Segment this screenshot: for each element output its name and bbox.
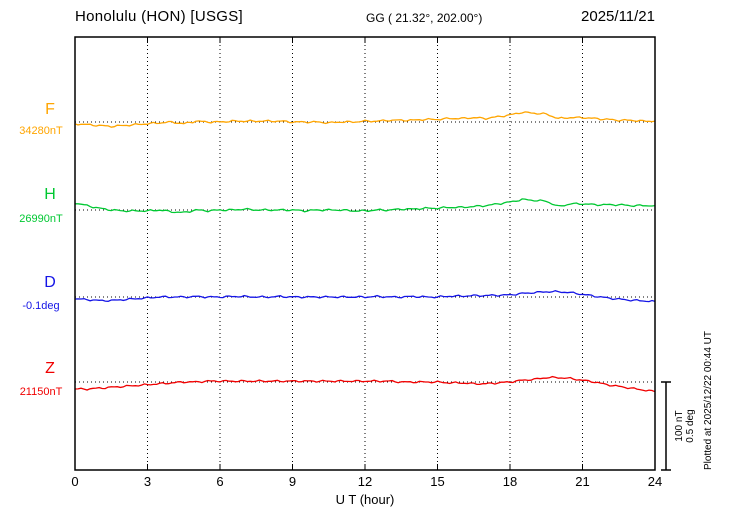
x-tick-label: 9	[288, 474, 297, 489]
trace-baseline-value-H: 26990nT	[19, 213, 63, 225]
scale-deg-label: 0.5 deg	[685, 409, 696, 443]
plotted-at-note: Plotted at 2025/12/22 00:44 UT	[703, 331, 714, 470]
x-axis-ticks: 0 3 6 9 12 15 18 21 24	[0, 474, 730, 492]
date-label: 2025/11/21	[581, 8, 655, 25]
plot-frame	[74, 36, 656, 471]
trace-baseline-value-D: -0.1deg	[22, 300, 60, 312]
trace-label-F: F	[45, 101, 55, 118]
x-tick-label: 21	[575, 474, 590, 489]
trace-line-Z	[74, 375, 656, 393]
trace-line-F	[74, 111, 656, 128]
geographic-coords-label: GG ( 21.32°, 202.00°)	[366, 11, 483, 25]
scale-bar-labels: 100 nT 0.5 deg	[674, 382, 696, 470]
x-tick-label: 24	[647, 474, 663, 489]
trace-label-D: D	[44, 274, 56, 291]
x-tick-label: 0	[71, 474, 79, 489]
x-tick-label: 12	[357, 474, 373, 489]
trace-line-H	[75, 198, 656, 214]
trace-label-Z: Z	[45, 360, 55, 377]
x-tick-label: 15	[430, 474, 445, 489]
x-axis-title: U T (hour)	[335, 492, 395, 507]
x-tick-label: 18	[502, 474, 518, 489]
trace-baseline-value-F: 34280nT	[19, 125, 63, 137]
x-tick-label: 3	[143, 474, 152, 489]
scale-nt-label: 100 nT	[674, 410, 685, 442]
trace-label-H: H	[44, 186, 56, 203]
station-title: Honolulu (HON) [USGS]	[75, 8, 244, 25]
x-tick-label: 6	[216, 474, 224, 489]
trace-line-D	[74, 290, 656, 303]
trace-baseline-value-Z: 21150nT	[19, 386, 63, 398]
